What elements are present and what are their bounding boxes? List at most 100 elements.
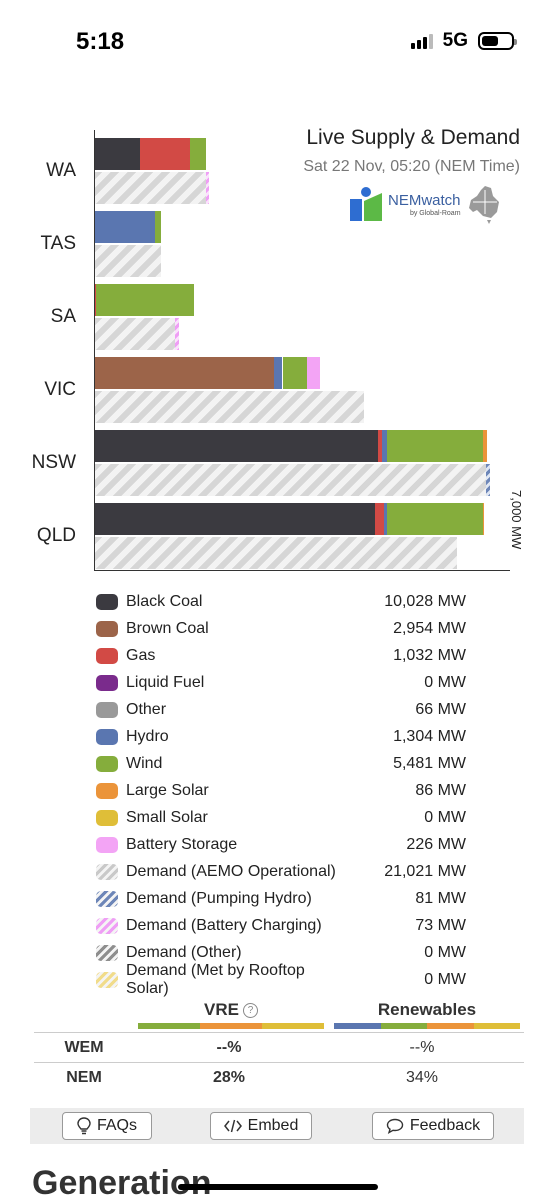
supply-bar-qld-large-solar[interactable] xyxy=(483,503,485,535)
demand-bar-vic-demand-aemo-operational[interactable] xyxy=(94,391,364,423)
legend-item-gas[interactable]: Gas 1,032 MW xyxy=(96,642,466,669)
supply-bar-vic-battery-storage[interactable] xyxy=(306,357,320,389)
faqs-button[interactable]: FAQs xyxy=(62,1112,152,1140)
demand-bar-sa-demand-battery-charging[interactable] xyxy=(175,318,180,350)
demand-bar-nsw-demand-aemo-operational[interactable] xyxy=(94,464,486,496)
supply-bar-nsw-hydro[interactable] xyxy=(381,430,388,462)
vre-header: VRE? xyxy=(138,1000,324,1020)
legend-item-hydro[interactable]: Hydro 1,304 MW xyxy=(96,723,466,750)
legend-item-large-solar[interactable]: Large Solar 86 MW xyxy=(96,777,466,804)
chart-legend: Black Coal 10,028 MW Brown Coal 2,954 MW Gas… xyxy=(96,588,466,997)
legend-value: 2,954 MW xyxy=(393,619,466,637)
region-label-wa: WA xyxy=(46,160,76,181)
supply-bar-sa-wind[interactable] xyxy=(95,284,195,316)
network-label: 5G xyxy=(442,30,468,51)
status-time: 5:18 xyxy=(76,28,125,55)
supply-bar-wa-wind[interactable] xyxy=(189,138,206,170)
logo-text: NEMwatch xyxy=(388,191,461,209)
vre-value: --% xyxy=(216,1038,242,1056)
legend-value: 1,032 MW xyxy=(393,646,466,664)
supply-bar-vic-brown-coal[interactable] xyxy=(94,357,274,389)
legend-swatch xyxy=(96,971,118,988)
nemwatch-logo[interactable]: NEMwatch by Global-Roam xyxy=(350,184,501,224)
code-icon xyxy=(223,1119,242,1133)
lightbulb-icon xyxy=(77,1117,91,1135)
demand-bar-wa-demand-battery-charging[interactable] xyxy=(205,172,209,204)
status-indicators: 5G xyxy=(410,30,517,52)
nemwatch-mark-icon xyxy=(350,187,382,221)
legend-item-wind[interactable]: Wind 5,481 MW xyxy=(96,750,466,777)
vre-header-label: VRE xyxy=(204,1000,239,1019)
legend-swatch xyxy=(96,890,118,907)
demand-bar-wa-demand-aemo-operational[interactable] xyxy=(94,172,206,204)
vre-value: 28% xyxy=(212,1068,246,1086)
logo-subtext: by Global-Roam xyxy=(409,209,461,217)
supply-bar-tas-hydro[interactable] xyxy=(94,211,155,243)
stripe-segment xyxy=(200,1023,262,1029)
region-label-nsw: NSW xyxy=(31,452,76,473)
supply-bar-qld-gas[interactable] xyxy=(375,503,384,535)
legend-item-battery-storage[interactable]: Battery Storage 226 MW xyxy=(96,831,466,858)
action-bar: FAQs Embed Feedback xyxy=(30,1108,524,1144)
embed-label: Embed xyxy=(247,1117,299,1134)
legend-item-black-coal[interactable]: Black Coal 10,028 MW xyxy=(96,588,466,615)
legend-swatch xyxy=(96,917,118,934)
legend-swatch xyxy=(96,593,118,610)
renewables-value: 34% xyxy=(405,1068,439,1086)
supply-bar-tas-wind[interactable] xyxy=(154,211,161,243)
legend-value: 0 MW xyxy=(424,808,466,826)
generation-heading: Generation xyxy=(32,1164,212,1200)
demand-bar-tas-demand-aemo-operational[interactable] xyxy=(94,245,162,277)
legend-label: Gas xyxy=(126,646,156,664)
legend-label: Demand (Pumping Hydro) xyxy=(126,889,312,907)
supply-bar-qld-hydro[interactable] xyxy=(384,503,388,535)
supply-bar-vic-wind[interactable] xyxy=(282,357,307,389)
legend-swatch xyxy=(96,647,118,664)
legend-label: Small Solar xyxy=(126,808,208,826)
stripe-segment xyxy=(262,1023,324,1029)
demand-bar-nsw-demand-pumping-hydro[interactable] xyxy=(485,464,491,496)
y-axis-line xyxy=(94,130,95,571)
demand-bar-qld-demand-aemo-operational[interactable] xyxy=(94,537,457,569)
demand-bar-sa-demand-aemo-operational[interactable] xyxy=(94,318,176,350)
supply-bar-nsw-gas[interactable] xyxy=(378,430,382,462)
legend-label: Black Coal xyxy=(126,592,203,610)
stripe-segment xyxy=(473,1023,520,1029)
supply-bar-qld-wind[interactable] xyxy=(387,503,484,535)
legend-label: Large Solar xyxy=(126,781,209,799)
legend-value: 1,304 MW xyxy=(393,727,466,745)
legend-swatch xyxy=(96,809,118,826)
supply-bar-vic-hydro[interactable] xyxy=(273,357,283,389)
stripe-segment xyxy=(138,1023,200,1029)
supply-bar-nsw-black-coal[interactable] xyxy=(94,430,379,462)
supply-bar-qld-black-coal[interactable] xyxy=(94,503,376,535)
info-icon[interactable]: ? xyxy=(242,1003,258,1018)
legend-item-demand-aemo-operational[interactable]: Demand (AEMO Operational) 21,021 MW xyxy=(96,858,466,885)
legend-item-demand-met-by-rooftop-solar[interactable]: Demand (Met by Rooftop Solar) 0 MW xyxy=(96,962,466,997)
legend-value: 0 MW xyxy=(424,970,466,988)
embed-button[interactable]: Embed xyxy=(210,1112,312,1140)
legend-swatch xyxy=(96,728,118,745)
legend-item-liquid-fuel[interactable]: Liquid Fuel 0 MW xyxy=(96,669,466,696)
legend-item-demand-battery-charging[interactable]: Demand (Battery Charging) 73 MW xyxy=(96,912,466,939)
region-label-vic: VIC xyxy=(44,379,76,400)
legend-item-brown-coal[interactable]: Brown Coal 2,954 MW xyxy=(96,615,466,642)
supply-bar-nsw-large-solar[interactable] xyxy=(483,430,487,462)
legend-item-other[interactable]: Other 66 MW xyxy=(96,696,466,723)
supply-bar-wa-gas[interactable] xyxy=(140,138,190,170)
stripe-segment xyxy=(380,1023,427,1029)
home-indicator[interactable] xyxy=(178,1184,378,1190)
supply-bar-nsw-wind[interactable] xyxy=(387,430,484,462)
legend-item-demand-other[interactable]: Demand (Other) 0 MW xyxy=(96,939,466,966)
legend-item-demand-pumping-hydro[interactable]: Demand (Pumping Hydro) 81 MW xyxy=(96,885,466,912)
faqs-label: FAQs xyxy=(96,1117,137,1134)
row-label: NEM xyxy=(66,1068,102,1086)
legend-swatch xyxy=(96,782,118,799)
feedback-button[interactable]: Feedback xyxy=(372,1112,494,1140)
vre-color-stripe xyxy=(138,1023,324,1029)
legend-label: Hydro xyxy=(126,727,169,745)
legend-value: 0 MW xyxy=(424,673,466,691)
supply-bar-wa-black-coal[interactable] xyxy=(94,138,141,170)
legend-item-small-solar[interactable]: Small Solar 0 MW xyxy=(96,804,466,831)
speech-bubble-icon xyxy=(386,1118,404,1134)
